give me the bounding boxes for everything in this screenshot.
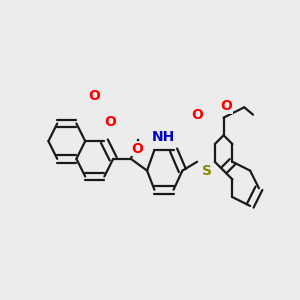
Text: NH: NH [152,130,175,144]
Text: S: S [202,164,212,178]
Text: O: O [131,142,143,155]
Text: O: O [220,99,232,113]
Text: O: O [104,115,116,129]
Text: O: O [191,108,203,122]
Text: O: O [88,88,100,103]
